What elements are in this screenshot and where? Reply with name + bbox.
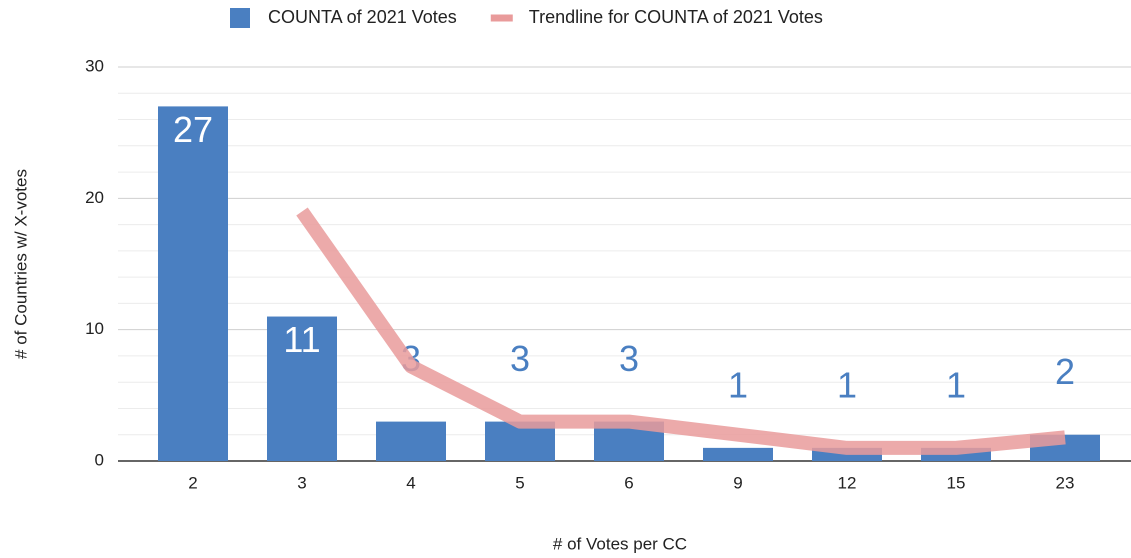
x-tick-label: 6 xyxy=(624,473,633,492)
legend-swatch xyxy=(230,8,250,28)
x-tick-label: 12 xyxy=(838,473,857,492)
data-label: 11 xyxy=(283,319,320,360)
y-tick-label: 10 xyxy=(85,319,104,338)
bar xyxy=(376,421,446,461)
x-tick-label: 4 xyxy=(406,473,415,492)
data-label: 1 xyxy=(946,364,966,405)
y-tick-label: 20 xyxy=(85,188,104,207)
x-tick-label: 15 xyxy=(947,473,966,492)
data-label: 3 xyxy=(619,338,639,379)
legend-label: COUNTA of 2021 Votes xyxy=(268,7,457,27)
x-tick-label: 9 xyxy=(733,473,742,492)
y-tick-label: 30 xyxy=(85,56,104,75)
x-tick-label: 2 xyxy=(188,473,197,492)
data-label: 1 xyxy=(728,364,748,405)
legend-label: Trendline for COUNTA of 2021 Votes xyxy=(529,7,823,27)
y-tick-label: 0 xyxy=(95,450,104,469)
data-label: 3 xyxy=(510,338,530,379)
x-axis-label: # of Votes per CC xyxy=(553,534,687,553)
bar xyxy=(703,447,773,461)
bar xyxy=(158,106,228,462)
y-axis-label: # of Countries w/ X-votes xyxy=(11,169,30,359)
x-tick-label: 23 xyxy=(1056,473,1075,492)
x-tick-label: 3 xyxy=(297,473,306,492)
data-label: 1 xyxy=(837,364,857,405)
data-label: 2 xyxy=(1055,351,1075,392)
trendline xyxy=(296,207,1066,455)
x-tick-label: 5 xyxy=(515,473,524,492)
bar xyxy=(267,316,337,461)
data-label: 27 xyxy=(173,109,213,150)
